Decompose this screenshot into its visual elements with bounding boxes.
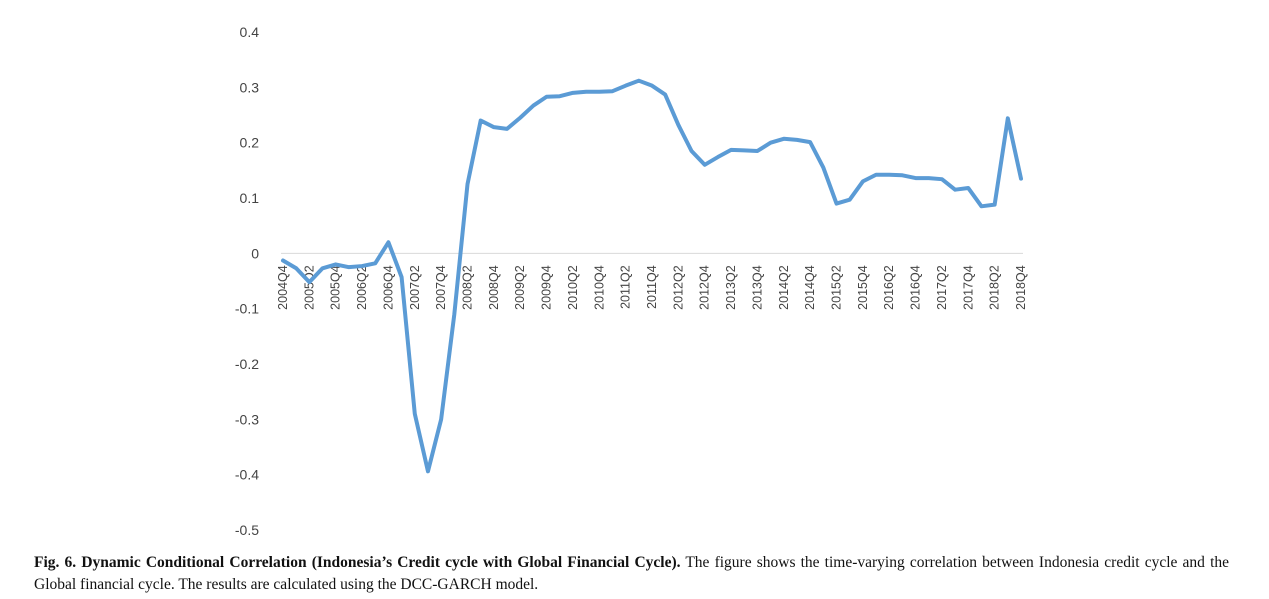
y-tick-label: 0.1	[240, 190, 260, 206]
x-tick-label: 2007Q4	[434, 265, 448, 310]
y-tick-label: -0.4	[235, 467, 259, 483]
x-tick-label: 2013Q4	[750, 265, 764, 310]
y-tick-label: -0.2	[235, 356, 259, 372]
x-tick-label: 2011Q2	[619, 265, 633, 309]
y-tick-label: -0.5	[235, 522, 259, 538]
x-tick-label: 2018Q2	[988, 265, 1002, 310]
y-tick-label: 0.4	[240, 24, 260, 40]
x-tick-label: 2010Q4	[592, 265, 606, 310]
x-tick-label: 2014Q4	[803, 265, 817, 310]
x-tick-label: 2012Q4	[698, 265, 712, 310]
figure-caption: Fig. 6. Dynamic Conditional Correlation …	[34, 552, 1229, 596]
y-tick-label: -0.1	[235, 301, 259, 317]
x-tick-label: 2018Q4	[1014, 265, 1028, 310]
x-tick-label: 2005Q2	[302, 265, 316, 310]
x-tick-label: 2009Q4	[540, 265, 554, 310]
y-tick-label: 0.2	[240, 135, 260, 151]
x-axis-tick-labels: 2004Q4 2005Q2 2005Q4 2006Q2 2006Q4 2007Q2 2007…	[276, 265, 1028, 310]
x-tick-label: 2008Q2	[461, 265, 475, 310]
x-tick-label: 2017Q4	[961, 265, 975, 310]
line-chart: -0.5 -0.4 -0.3 -0.2 -0.1 0 0.1 0.2 0.3 0.4 2004Q4…	[235, 24, 1028, 538]
x-tick-label: 2010Q2	[566, 265, 580, 310]
x-tick-label: 2015Q4	[856, 265, 870, 310]
x-tick-label: 2008Q4	[487, 265, 501, 310]
x-tick-label: 2016Q2	[882, 265, 896, 310]
x-tick-label: 2005Q4	[329, 265, 343, 310]
y-tick-label: -0.3	[235, 411, 259, 427]
x-tick-label: 2016Q4	[909, 265, 923, 310]
caption-title: Dynamic Conditional Correlation (Indones…	[81, 554, 681, 571]
x-tick-label: 2009Q2	[513, 265, 527, 310]
x-tick-label: 2006Q2	[355, 265, 369, 310]
x-tick-label: 2017Q2	[935, 265, 949, 310]
x-tick-label: 2013Q2	[724, 265, 738, 310]
caption-label: Fig. 6.	[34, 554, 77, 571]
y-tick-label: 0	[251, 245, 259, 261]
x-tick-label: 2006Q4	[381, 265, 395, 310]
caption-text: The figure shows the time-varying correl…	[34, 554, 1229, 593]
correlation-series-line	[281, 78, 1023, 474]
y-axis-tick-labels: -0.5 -0.4 -0.3 -0.2 -0.1 0 0.1 0.2 0.3 0.4	[235, 24, 259, 538]
x-tick-label: 2012Q2	[671, 265, 685, 310]
x-tick-label: 2011Q4	[645, 265, 659, 309]
x-tick-label: 2004Q4	[276, 265, 290, 310]
y-tick-label: 0.3	[240, 79, 260, 95]
x-tick-label: 2014Q2	[777, 265, 791, 310]
x-tick-label: 2015Q2	[830, 265, 844, 310]
x-tick-label: 2007Q2	[408, 265, 422, 310]
